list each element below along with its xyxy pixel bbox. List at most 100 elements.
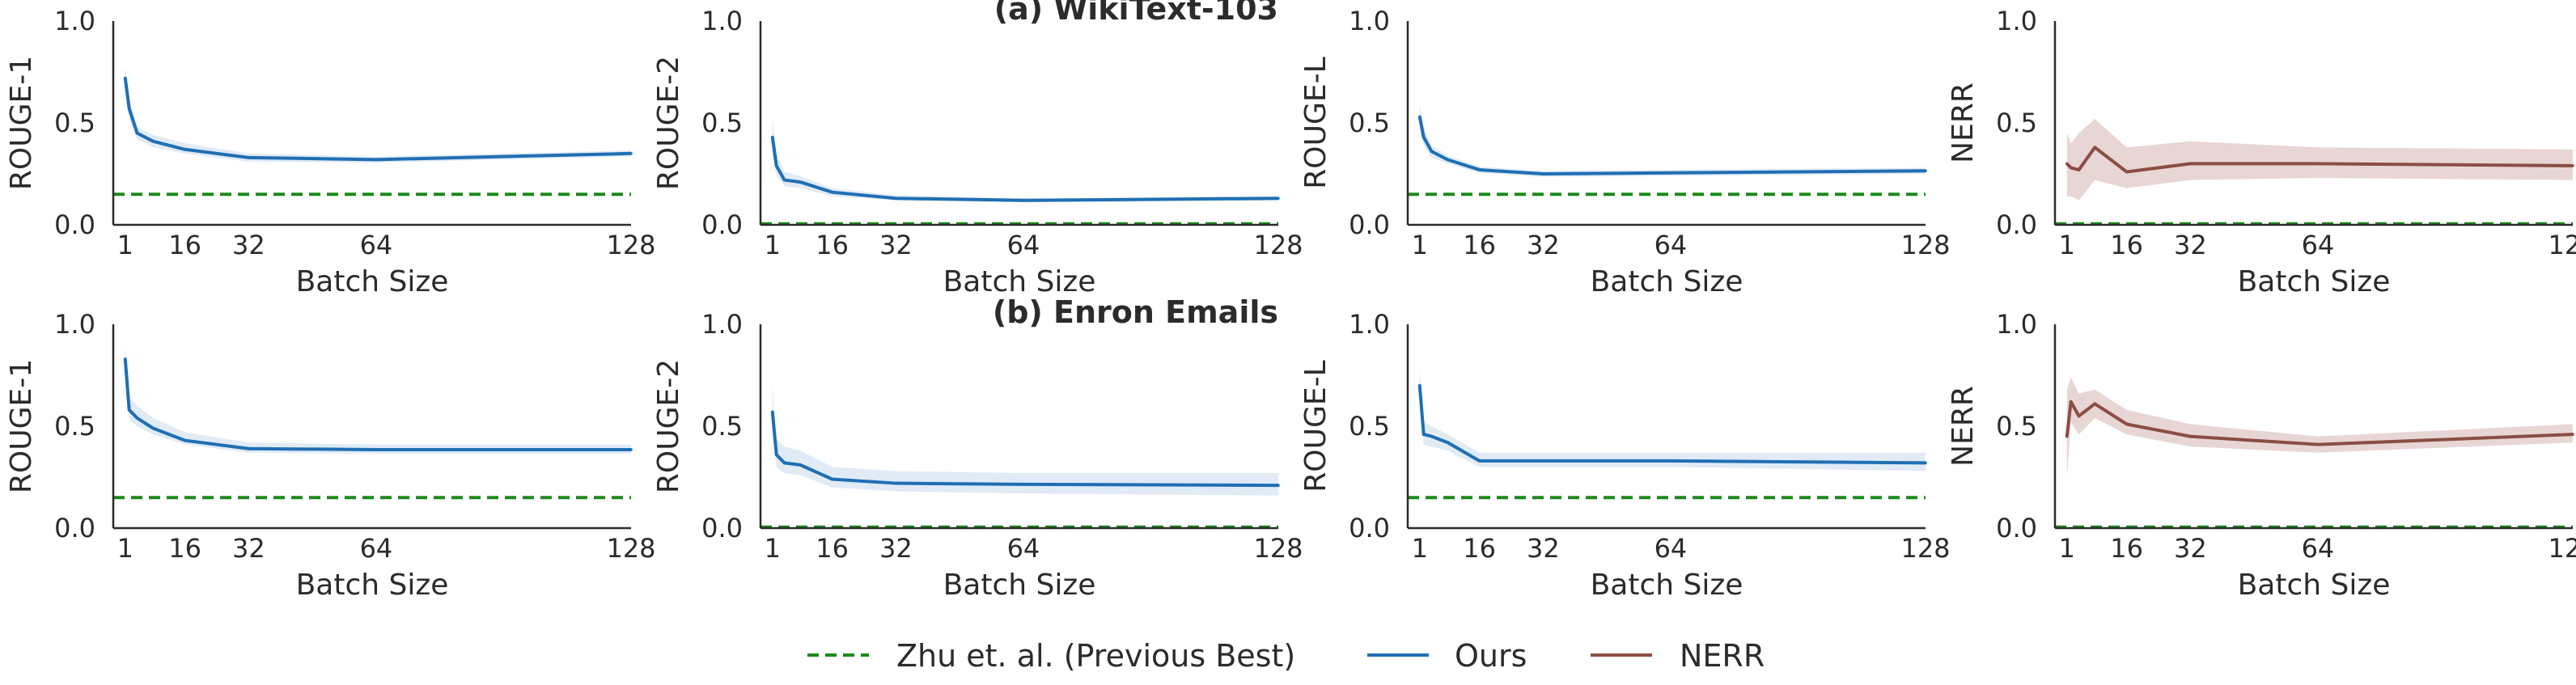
legend-ours-label: Ours	[1455, 638, 1527, 674]
x-tick-label: 128	[2548, 230, 2576, 260]
nerr-confidence-band	[2066, 118, 2573, 201]
y-tick-label: 0.5	[701, 411, 743, 442]
ours-point	[1430, 150, 1434, 154]
panel-6: 0.0 0.5 1.0 1 16 32 64 128 Batch Size ROUGE-2	[652, 309, 1303, 602]
y-tick-label: 0.0	[1996, 209, 2037, 240]
x-axis-title: Batch Size	[943, 569, 1096, 602]
y-tick-label: 0.0	[1349, 513, 1390, 543]
x-tick-label: 64	[1654, 230, 1688, 260]
nerr-point	[2316, 442, 2320, 446]
x-axis-title: Batch Size	[1591, 265, 1743, 298]
y-tick-label: 0.0	[1349, 209, 1390, 240]
ours-point	[135, 416, 139, 420]
x-tick-label: 32	[2174, 230, 2207, 260]
ours-point	[799, 463, 803, 467]
ours-point	[774, 164, 778, 167]
ours-point	[774, 453, 778, 457]
ours-confidence-band	[1419, 369, 1926, 471]
x-tick-label: 64	[2302, 230, 2335, 260]
ours-point	[183, 147, 187, 151]
x-tick-label: 32	[879, 533, 913, 564]
nerr-point	[2069, 400, 2073, 404]
nerr-point	[2571, 164, 2574, 167]
panels: 0.0 0.5 1.0 1 16 32 64 128 Batch Size ROUGE-1 (a) …	[5, 0, 2576, 602]
ours-point	[830, 190, 834, 194]
y-tick-label: 0.0	[1996, 513, 2037, 543]
x-tick-label: 64	[2302, 533, 2335, 564]
nerr-point	[2125, 170, 2129, 174]
x-tick-label: 32	[232, 230, 265, 260]
ours-point	[375, 448, 378, 451]
ours-point	[151, 139, 155, 143]
ours-line	[123, 358, 631, 451]
ours-point	[151, 426, 155, 430]
ours-confidence-band	[1419, 104, 1926, 177]
ours-point	[894, 197, 898, 201]
ours-point	[135, 131, 139, 135]
x-tick-label: 16	[1463, 230, 1496, 260]
y-axis-title: ROUGE-L	[1299, 57, 1332, 188]
ours-confidence-band	[772, 118, 1278, 203]
y-tick-label: 0.0	[701, 209, 743, 240]
x-tick-label: 128	[2548, 533, 2576, 564]
nerr-point	[2093, 146, 2097, 150]
ours-point	[1446, 441, 1450, 444]
y-axis-title: ROUGE-1	[5, 56, 38, 190]
ours-point	[1924, 169, 1927, 173]
ours-point	[782, 178, 786, 182]
ours-point	[127, 107, 131, 111]
ours-line	[1417, 385, 1926, 465]
nerr-confidence-band	[2066, 377, 2573, 477]
x-axis-title: Batch Size	[1591, 569, 1743, 602]
x-tick-label: 64	[360, 533, 393, 564]
x-tick-label: 128	[606, 230, 655, 260]
x-tick-label: 16	[816, 230, 849, 260]
ours-point	[1669, 459, 1672, 463]
nerr-point	[2188, 434, 2193, 438]
y-axis-title: ROUGE-1	[5, 359, 38, 493]
x-tick-label: 128	[1253, 533, 1303, 564]
ours-point	[1924, 461, 1927, 465]
x-tick-label: 16	[2110, 533, 2143, 564]
ours-confidence-band	[125, 66, 631, 163]
ours-point	[1446, 158, 1450, 162]
ours-point	[123, 357, 127, 361]
ours-point	[1277, 484, 1280, 487]
ours-point	[1022, 483, 1025, 486]
legend: Zhu et. al. (Previous Best) Ours NERR	[807, 638, 1765, 674]
nerr-point	[2188, 162, 2193, 166]
x-tick-label: 32	[232, 533, 265, 564]
y-tick-label: 1.0	[701, 6, 743, 36]
nerr-point	[2069, 166, 2073, 170]
nerr-point	[2571, 433, 2574, 436]
panel-8: 0.0 0.5 1.0 1 16 32 64 128 Batch Size NERR	[1947, 309, 2576, 602]
nerr-point	[2125, 422, 2129, 426]
x-tick-label: 16	[168, 230, 201, 260]
ours-line	[770, 137, 1279, 202]
x-tick-label: 64	[360, 230, 393, 260]
x-tick-label: 1	[765, 230, 781, 260]
ours-point	[1669, 171, 1672, 175]
y-axis-title: ROUGE-L	[1299, 360, 1332, 492]
x-tick-label: 32	[1527, 533, 1560, 564]
y-tick-label: 0.0	[54, 513, 95, 543]
y-tick-label: 1.0	[1349, 6, 1390, 36]
ours-point	[770, 135, 774, 139]
x-tick-label: 1	[2059, 533, 2075, 564]
nerr-point	[2316, 162, 2320, 166]
nerr-line	[2065, 400, 2574, 446]
y-tick-label: 0.5	[54, 411, 95, 442]
x-tick-label: 64	[1654, 533, 1688, 564]
x-tick-label: 16	[2110, 230, 2143, 260]
ours-point	[1417, 383, 1421, 387]
y-tick-label: 1.0	[701, 309, 743, 340]
legend-nerr-label: NERR	[1680, 638, 1765, 674]
ours-point	[1430, 434, 1434, 438]
x-tick-label: 64	[1007, 533, 1040, 564]
y-axis-title: NERR	[1947, 82, 1980, 163]
y-tick-label: 0.5	[54, 108, 95, 138]
ours-point	[629, 448, 633, 451]
x-tick-label: 128	[1900, 230, 1950, 260]
ours-point	[830, 477, 834, 481]
